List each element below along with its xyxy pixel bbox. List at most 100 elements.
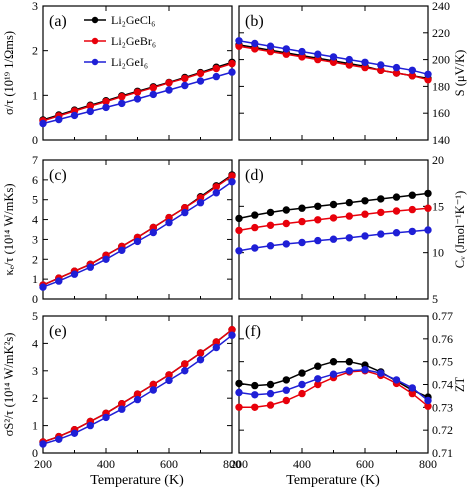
panel-f-point-Cl xyxy=(298,369,306,377)
panel-b-y-tick-label: 160 xyxy=(432,106,450,120)
panel-a-point-Br xyxy=(133,88,142,96)
panel-d-y-tick-label: 20 xyxy=(432,153,444,167)
legend-marker-Cl xyxy=(91,16,99,24)
panel-d-point-Cl xyxy=(329,200,338,209)
panel-f-label: (f) xyxy=(245,323,261,340)
panel-e-label: (e) xyxy=(49,323,67,340)
panel-f-x-tick-label: 600 xyxy=(356,457,374,471)
panel-e-point-I xyxy=(70,429,79,437)
panel-f-y-axis-label: ZT xyxy=(453,377,467,393)
panel-b-point-I xyxy=(266,42,275,50)
panel-f-y-tick-label: 0.71 xyxy=(432,446,453,460)
xlabel-left: Temperature (K) xyxy=(90,473,184,488)
panel-f-y-tick-label: 0.73 xyxy=(432,400,453,414)
panel-e-point-Br xyxy=(196,349,205,357)
panel-e-x-tick-label: 600 xyxy=(160,457,178,471)
panel-d-point-I xyxy=(424,226,432,234)
panel-d-point-I xyxy=(329,235,338,243)
panel-a-y-tick-label: 1 xyxy=(32,88,38,102)
panel-b-point-I xyxy=(314,50,322,58)
panel-e-series-line-Cl xyxy=(42,329,233,443)
panel-f-point-I xyxy=(377,369,385,377)
panel-b-label: (b) xyxy=(245,13,264,30)
panel-d-point-Br xyxy=(235,226,243,235)
panel-d-point-Br xyxy=(298,217,306,226)
panel-d-point-I xyxy=(392,229,401,237)
panel-f-point-Cl xyxy=(235,379,243,388)
panel-d-y-axis-label: Cᵥ (Jmol⁻¹K⁻¹) xyxy=(453,191,467,269)
panel-d-y-tick-label: 15 xyxy=(432,199,444,213)
panel-d-label: (d) xyxy=(245,167,264,184)
panel-e-y-tick-label: 2 xyxy=(32,391,38,405)
panel-d-point-Br xyxy=(424,204,432,212)
panel-f-y-tick-label: 0.72 xyxy=(432,423,453,437)
panel-d-point-Cl xyxy=(408,191,416,199)
panel-b-point-I xyxy=(345,55,353,64)
panel-e-point-I xyxy=(196,356,205,364)
panel-b-y-tick-label: 240 xyxy=(432,0,450,13)
panel-d-point-I xyxy=(251,244,259,252)
panel-c-point-I xyxy=(70,270,79,278)
panel-d-point-Br xyxy=(251,223,259,232)
panel-d-point-Cl xyxy=(377,195,385,203)
panel-e-point-I xyxy=(165,376,173,385)
panel-c-y-axis-label: κₑ/τ (10¹⁴ W/mKs) xyxy=(2,183,16,275)
panel-a-point-I xyxy=(70,111,79,120)
panel-d-point-Cl xyxy=(251,211,259,219)
panel-d-point-I xyxy=(282,240,290,248)
panel-c-y-tick-label: 6 xyxy=(32,173,38,187)
panel-d-point-Cl xyxy=(392,193,401,201)
panel-e-y-tick-label: 0 xyxy=(32,446,38,460)
panel-d-point-Cl xyxy=(345,198,353,207)
panel-d-point-Cl xyxy=(361,197,369,205)
panel-c-point-I xyxy=(118,246,126,255)
panel-f-point-I xyxy=(282,386,290,394)
panel-f-point-I xyxy=(361,366,369,374)
panel-d-point-Br xyxy=(408,205,416,214)
legend-label-Br: Li₂GeBr₆ xyxy=(111,34,156,48)
panel-d-y-tick-label: 10 xyxy=(432,246,444,260)
panel-c-point-Br xyxy=(212,183,221,191)
panel-a-point-I xyxy=(39,119,47,128)
panel-b-point-I xyxy=(424,70,432,79)
panel-b-point-I xyxy=(377,61,385,69)
legend-label-I: Li₂GeI₆ xyxy=(111,55,148,69)
panel-a-point-I xyxy=(165,86,173,94)
panel-a-point-I xyxy=(196,77,205,85)
panel-f-point-Br xyxy=(235,403,243,411)
panel-e-point-I xyxy=(118,405,126,413)
panel-f-y-tick-label: 0.74 xyxy=(432,378,453,392)
panel-d-point-Br xyxy=(329,214,338,222)
panel-a-point-I xyxy=(102,103,110,112)
panel-e-y-tick-label: 5 xyxy=(32,309,38,323)
panel-f-point-I xyxy=(408,384,416,392)
panel-d-point-Cl xyxy=(235,214,243,223)
panel-a-y-tick-label: 0 xyxy=(32,133,38,147)
panel-c-point-I xyxy=(39,283,47,291)
panel-f-point-Br xyxy=(282,396,290,405)
panel-a-point-Br xyxy=(228,59,236,68)
panel-c-series-line-Cl xyxy=(42,174,233,286)
panel-d-point-Br xyxy=(377,208,385,217)
panel-f-point-Cl xyxy=(282,376,290,384)
panel-c-point-I xyxy=(149,228,158,237)
panel-d-point-I xyxy=(235,247,243,255)
panel-a-point-I xyxy=(118,99,126,108)
panel-b-y-tick-label: 180 xyxy=(432,79,450,93)
panel-f-y-tick-label: 0.77 xyxy=(432,309,453,323)
panel-b-point-I xyxy=(361,58,369,66)
panel-e-y-tick-label: 4 xyxy=(32,336,38,350)
panel-e-point-I xyxy=(133,395,142,404)
panel-a-point-I xyxy=(149,90,158,99)
panel-a-y-tick-label: 2 xyxy=(32,44,38,58)
panel-c-label: (c) xyxy=(49,167,67,184)
panel-d-point-Cl xyxy=(424,189,432,198)
panel-d-point-I xyxy=(361,232,369,240)
panel-d-point-Cl xyxy=(298,204,306,212)
panel-e-series-line-Br xyxy=(42,329,233,443)
panel-e-point-I xyxy=(55,435,63,443)
panel-f-x-tick-label: 800 xyxy=(419,457,437,471)
panel-b-point-I xyxy=(282,45,290,53)
panel-d-point-I xyxy=(377,230,385,238)
